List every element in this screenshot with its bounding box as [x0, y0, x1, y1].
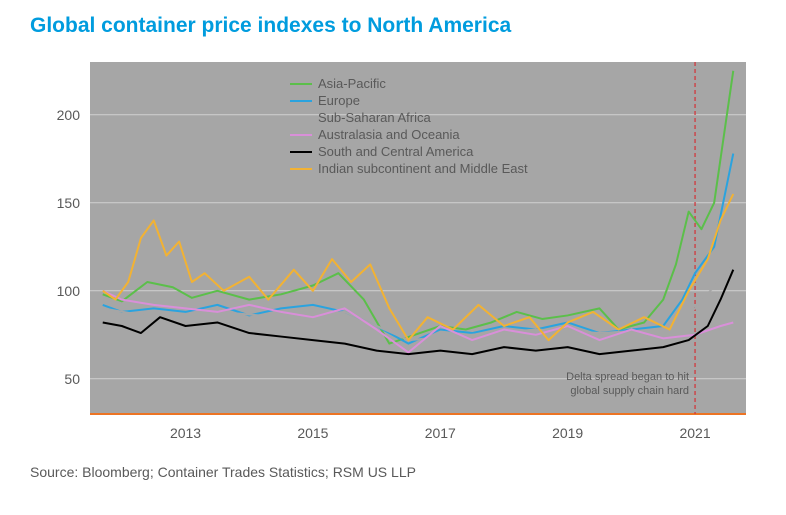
svg-text:global supply chain hard: global supply chain hard	[570, 385, 689, 397]
legend-label: South and Central America	[318, 144, 474, 159]
svg-text:100: 100	[57, 283, 81, 299]
line-chart: 50 100 150 200 2013 2015 2017 2019 2021 Delta spr…	[30, 44, 756, 454]
chart-title: Global container price indexes to North …	[0, 0, 786, 44]
svg-text:2017: 2017	[425, 425, 456, 441]
chart-container: 50 100 150 200 2013 2015 2017 2019 2021 Delta spr…	[30, 44, 756, 454]
legend-label: Asia-Pacific	[318, 76, 386, 91]
legend-label: Sub-Saharan Africa	[318, 110, 432, 125]
svg-text:Delta spread began to hit: Delta spread began to hit	[566, 371, 689, 383]
svg-text:2019: 2019	[552, 425, 583, 441]
svg-text:2021: 2021	[679, 425, 710, 441]
legend-label: Europe	[318, 93, 360, 108]
svg-text:150: 150	[57, 195, 81, 211]
svg-text:2013: 2013	[170, 425, 201, 441]
svg-text:200: 200	[57, 107, 81, 123]
svg-text:2015: 2015	[297, 425, 328, 441]
source-attribution: Source: Bloomberg; Container Trades Stat…	[0, 454, 786, 480]
legend-label: Australasia and Oceania	[318, 127, 460, 142]
svg-text:50: 50	[64, 371, 80, 387]
legend-label: Indian subcontinent and Middle East	[318, 161, 528, 176]
